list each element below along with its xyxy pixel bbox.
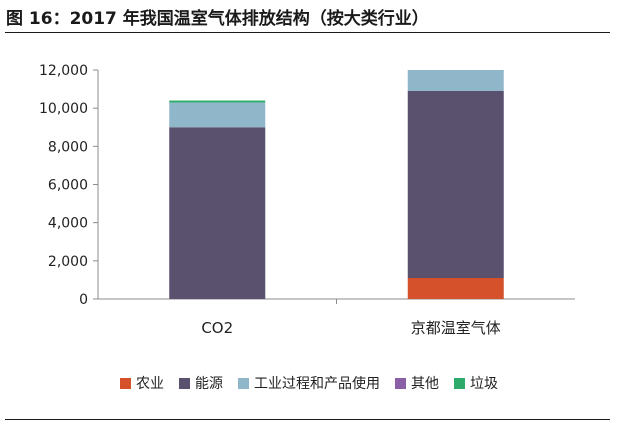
y-tick-label: 12,000 (39, 63, 88, 79)
legend-item: 工业过程和产品使用 (238, 373, 380, 393)
legend-item: 能源 (179, 373, 223, 393)
bar-segment (169, 100, 266, 103)
legend-swatch (120, 377, 131, 389)
y-tick-label: 6,000 (48, 178, 88, 194)
legend-item: 农业 (120, 373, 164, 393)
legend-swatch (238, 377, 249, 389)
legend-label: 能源 (195, 376, 223, 392)
bar-segment (407, 278, 504, 299)
bar-segment (407, 70, 504, 91)
y-tick-label: 0 (79, 292, 88, 308)
bar-segment (169, 127, 266, 299)
legend-swatch (395, 377, 406, 389)
figure-title: 图 16：2017 年我国温室气体排放结构（按大类行业） (6, 9, 429, 29)
legend-swatch (454, 377, 465, 389)
legend-item: 其他 (395, 373, 439, 393)
legend-label: 农业 (136, 376, 164, 392)
legend-swatch (179, 377, 190, 389)
x-category-label: CO2 (201, 319, 233, 337)
legend-item: 垃圾 (454, 373, 498, 393)
chart-legend: 农业 能源 工业过程和产品使用 其他 垃圾 (0, 372, 618, 394)
y-tick-label: 4,000 (48, 216, 88, 232)
bar-segment (407, 90, 504, 279)
x-category-label: 京都温室气体 (411, 319, 501, 337)
footer-rule (5, 419, 610, 420)
y-tick-label: 10,000 (39, 101, 88, 117)
bar-segment (169, 102, 266, 128)
title-rule (5, 32, 610, 33)
legend-label: 其他 (411, 376, 439, 392)
legend-label: 工业过程和产品使用 (254, 376, 380, 392)
y-tick-label: 2,000 (48, 254, 88, 270)
y-tick-label: 8,000 (48, 139, 88, 155)
legend-label: 垃圾 (470, 376, 498, 392)
